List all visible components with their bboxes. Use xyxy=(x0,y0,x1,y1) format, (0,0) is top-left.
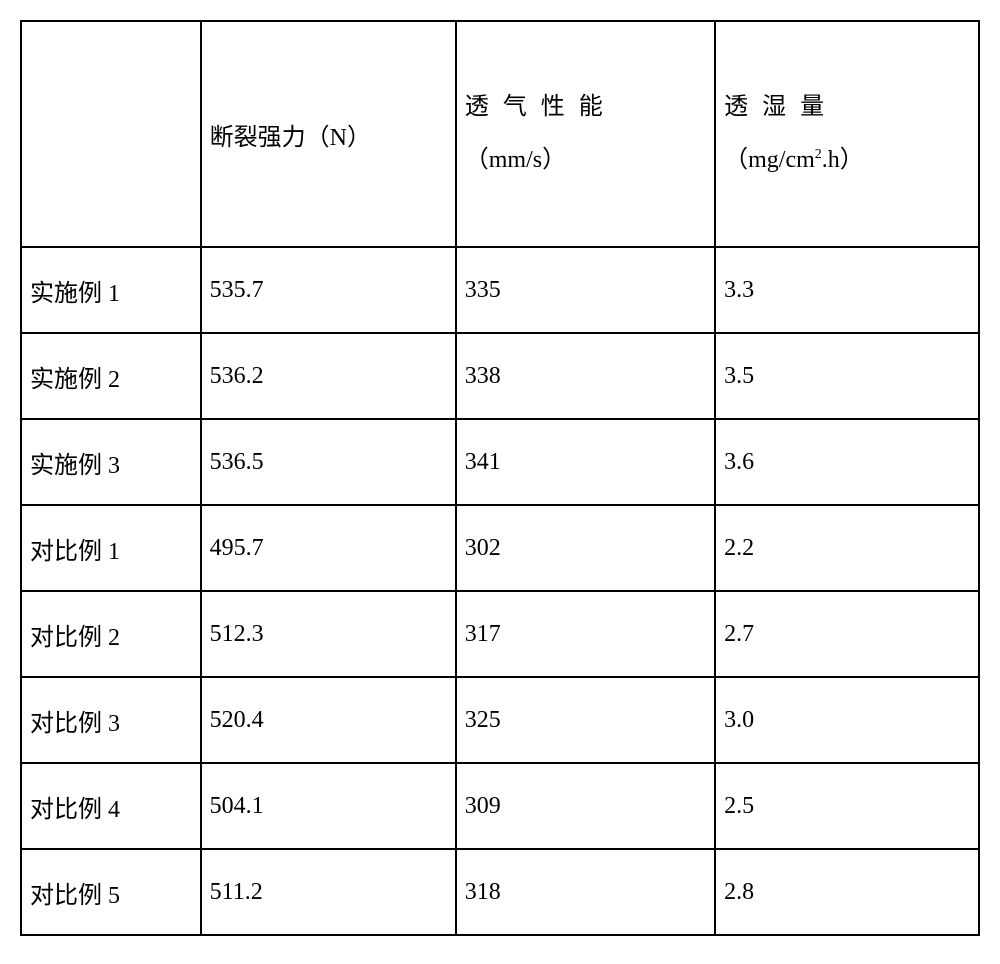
table-row: 对比例 4 504.1 309 2.5 xyxy=(21,763,979,849)
cell-strength: 512.3 xyxy=(201,591,456,677)
header-moisture-sup: 2 xyxy=(815,147,822,162)
header-permeability-line1: 透气性能 xyxy=(465,94,617,120)
table-header-row: 断裂强力（N） 透气性能 （mm/s） 透湿量 （mg/cm2.h） xyxy=(21,21,979,247)
cell-moisture: 3.3 xyxy=(715,247,979,333)
cell-permeability: 338 xyxy=(456,333,715,419)
table-row: 对比例 3 520.4 325 3.0 xyxy=(21,677,979,763)
table-row: 实施例 3 536.5 341 3.6 xyxy=(21,419,979,505)
cell-moisture: 3.6 xyxy=(715,419,979,505)
header-col-permeability: 透气性能 （mm/s） xyxy=(456,21,715,247)
table-row: 实施例 1 535.7 335 3.3 xyxy=(21,247,979,333)
header-permeability-line2: （mm/s） xyxy=(465,147,566,173)
header-moisture-line2b: .h） xyxy=(822,147,864,173)
data-table: 断裂强力（N） 透气性能 （mm/s） 透湿量 （mg/cm2.h） 实施例 1… xyxy=(20,20,980,936)
cell-permeability: 341 xyxy=(456,419,715,505)
cell-label: 实施例 1 xyxy=(21,247,201,333)
cell-moisture: 3.5 xyxy=(715,333,979,419)
table-row: 实施例 2 536.2 338 3.5 xyxy=(21,333,979,419)
table-row: 对比例 2 512.3 317 2.7 xyxy=(21,591,979,677)
cell-moisture: 2.2 xyxy=(715,505,979,591)
header-col-strength: 断裂强力（N） xyxy=(201,21,456,247)
cell-permeability: 302 xyxy=(456,505,715,591)
cell-permeability: 318 xyxy=(456,849,715,935)
cell-moisture: 3.0 xyxy=(715,677,979,763)
header-moisture-line1: 透湿量 xyxy=(724,94,838,120)
cell-permeability: 325 xyxy=(456,677,715,763)
cell-label: 实施例 2 xyxy=(21,333,201,419)
cell-permeability: 309 xyxy=(456,763,715,849)
table-body: 实施例 1 535.7 335 3.3 实施例 2 536.2 338 3.5 … xyxy=(21,247,979,935)
cell-label: 对比例 1 xyxy=(21,505,201,591)
cell-label: 对比例 4 xyxy=(21,763,201,849)
cell-label: 实施例 3 xyxy=(21,419,201,505)
cell-moisture: 2.5 xyxy=(715,763,979,849)
cell-label: 对比例 5 xyxy=(21,849,201,935)
cell-strength: 511.2 xyxy=(201,849,456,935)
cell-strength: 536.2 xyxy=(201,333,456,419)
cell-strength: 495.7 xyxy=(201,505,456,591)
cell-moisture: 2.8 xyxy=(715,849,979,935)
cell-strength: 535.7 xyxy=(201,247,456,333)
cell-moisture: 2.7 xyxy=(715,591,979,677)
cell-permeability: 317 xyxy=(456,591,715,677)
cell-strength: 504.1 xyxy=(201,763,456,849)
table-row: 对比例 1 495.7 302 2.2 xyxy=(21,505,979,591)
cell-label: 对比例 3 xyxy=(21,677,201,763)
cell-strength: 536.5 xyxy=(201,419,456,505)
cell-strength: 520.4 xyxy=(201,677,456,763)
header-moisture-line2a: （mg/cm xyxy=(724,147,815,173)
table-row: 对比例 5 511.2 318 2.8 xyxy=(21,849,979,935)
cell-permeability: 335 xyxy=(456,247,715,333)
header-col-moisture: 透湿量 （mg/cm2.h） xyxy=(715,21,979,247)
cell-label: 对比例 2 xyxy=(21,591,201,677)
header-col-label xyxy=(21,21,201,247)
